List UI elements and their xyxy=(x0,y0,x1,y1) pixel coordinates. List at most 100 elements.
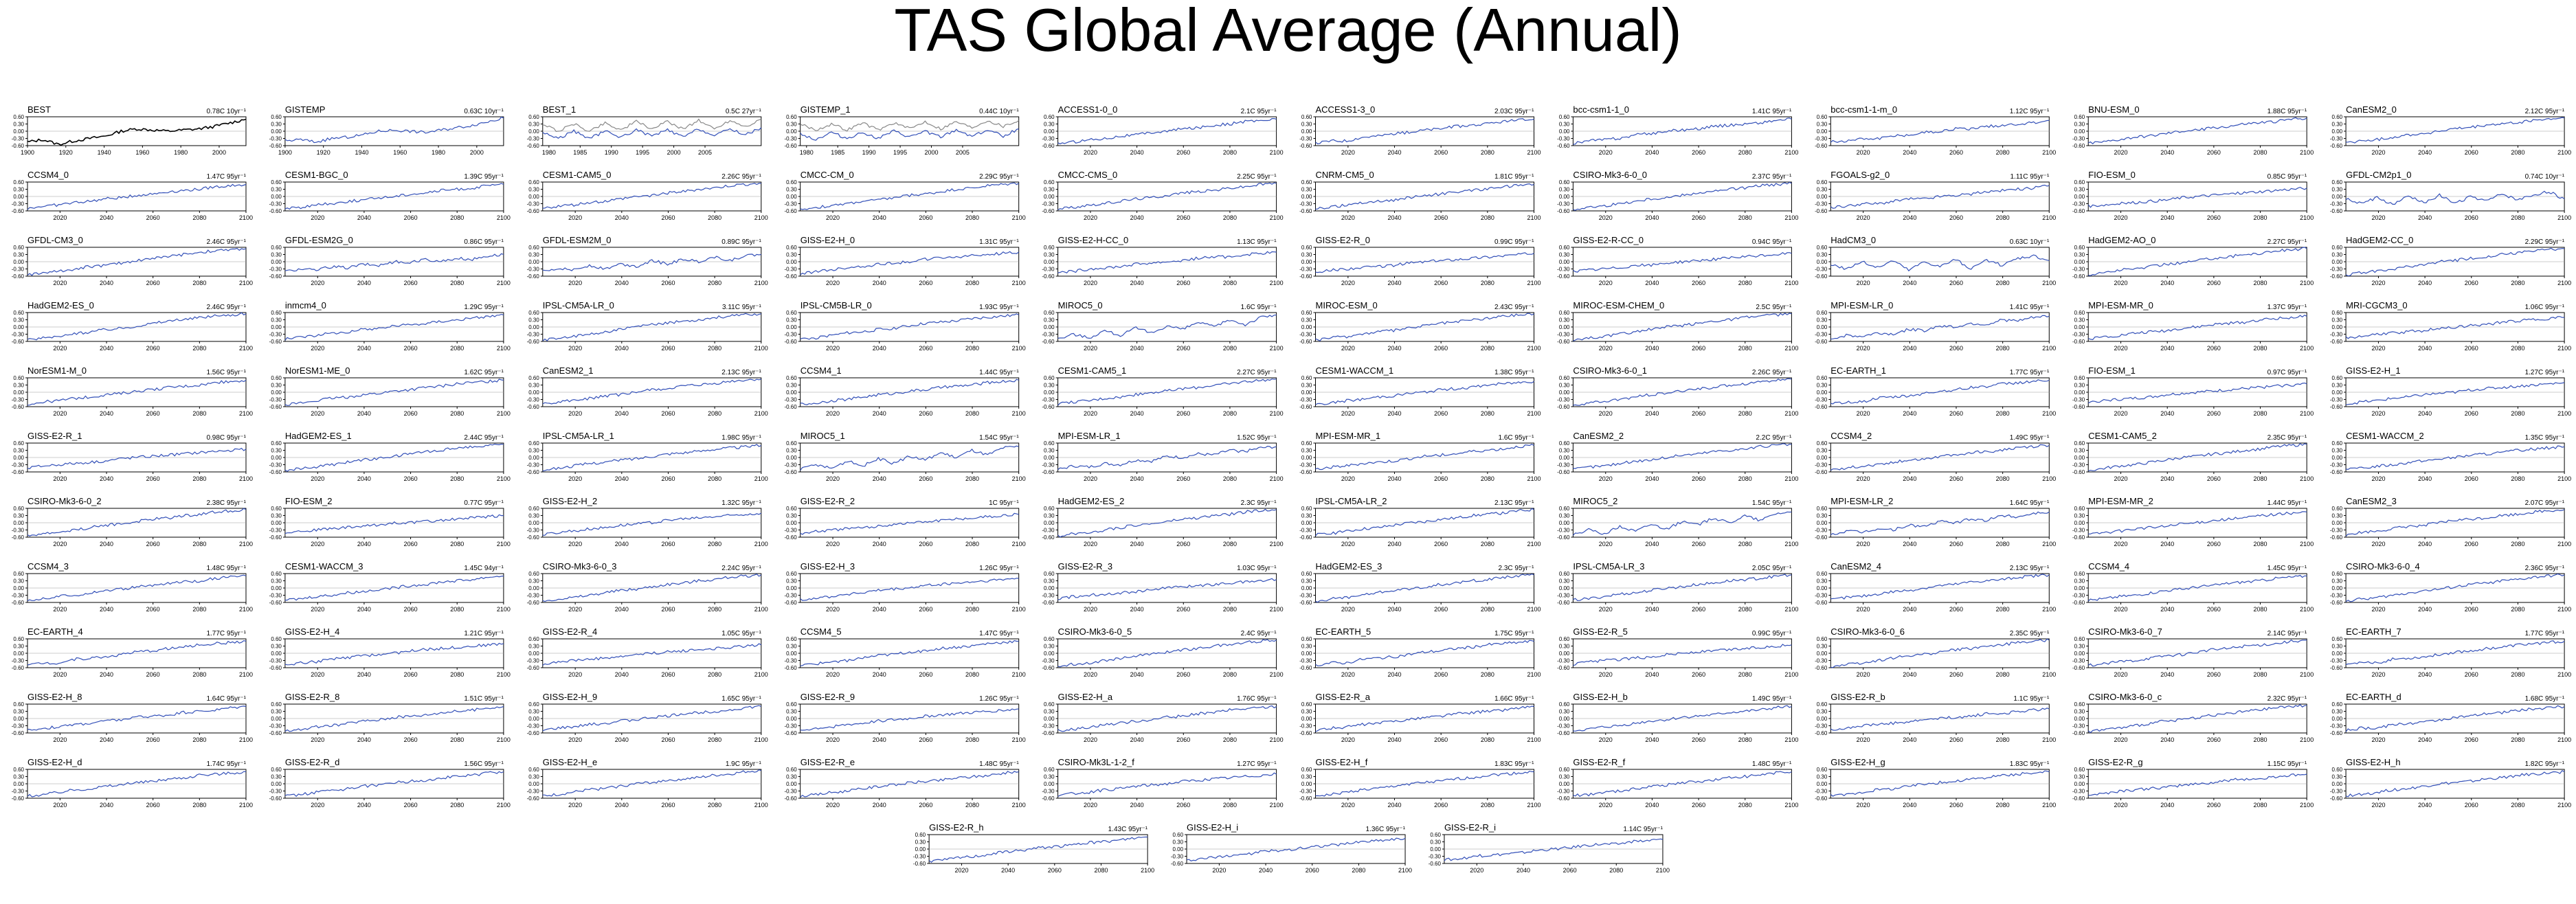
chart-panel: IPSL-CM5A-LR_3 2.05C 95yr⁻¹0.600.300.00-0… xyxy=(1557,561,1798,613)
x-tick-label: 2040 xyxy=(1903,541,1916,547)
x-tick-label: 2080 xyxy=(1481,802,1494,809)
series-line xyxy=(1315,444,1534,471)
x-tick-label: 2100 xyxy=(497,671,511,678)
chart-panel: IPSL-CM5B-LR_0 1.93C 95yr⁻¹0.600.300.00-0… xyxy=(784,300,1025,352)
x-tick-label: 2060 xyxy=(404,802,418,809)
x-tick-label: 2080 xyxy=(2254,214,2267,221)
x-tick-label: 2060 xyxy=(1692,541,1705,547)
x-tick-label: 2080 xyxy=(965,541,979,547)
y-tick-label: -0.60 xyxy=(1299,469,1312,475)
x-tick-label: 2020 xyxy=(568,345,582,352)
x-tick-label: 2020 xyxy=(1857,736,1870,743)
y-tick-label: 0.00 xyxy=(1044,128,1055,135)
trend-label: 1.41C 95yr⁻¹ xyxy=(1752,108,1792,115)
panel-title: CESM1-CAM5_1 xyxy=(1058,365,1127,376)
y-tick-label: 0.00 xyxy=(1559,781,1570,787)
y-tick-label: 0.60 xyxy=(1301,179,1312,185)
y-tick-label: 0.60 xyxy=(1301,636,1312,642)
x-tick-label: 2020 xyxy=(1599,280,1613,286)
panel-title: GISS-E2-R_3 xyxy=(1058,561,1112,572)
y-tick-label: -0.30 xyxy=(269,658,282,664)
chart-panel: GISS-E2-H_4 1.21C 95yr⁻¹0.600.300.00-0.30… xyxy=(269,626,511,678)
y-tick-label: -0.30 xyxy=(2072,658,2085,664)
series-line xyxy=(1315,573,1534,603)
x-tick-label: 2060 xyxy=(146,345,160,352)
trend-label: 1.56C 95yr⁻¹ xyxy=(206,369,246,376)
x-tick-label: 2020 xyxy=(311,671,324,678)
x-tick-label: 2020 xyxy=(1599,345,1613,352)
y-tick-label: 0.30 xyxy=(13,774,24,780)
y-tick-label: 0.00 xyxy=(2332,651,2343,657)
y-tick-label: -0.60 xyxy=(2330,404,2343,410)
y-tick-label: 0.00 xyxy=(528,455,539,461)
x-tick-label: 1920 xyxy=(317,149,331,156)
x-tick-label: 2100 xyxy=(2042,475,2056,482)
series-line xyxy=(1315,770,1534,797)
x-tick-label: 1995 xyxy=(893,149,907,156)
x-tick-label: 2080 xyxy=(1223,802,1237,809)
y-tick-label: 0.60 xyxy=(1559,179,1570,185)
y-tick-label: -0.30 xyxy=(2330,201,2343,207)
series-line xyxy=(1573,117,1792,145)
trend-label: 1.14C 95yr⁻¹ xyxy=(1623,826,1663,833)
y-tick-label: 0.00 xyxy=(1044,585,1055,591)
x-tick-label: 1960 xyxy=(393,149,407,156)
y-tick-label: 0.60 xyxy=(2074,701,2085,708)
x-tick-label: 2060 xyxy=(1176,671,1190,678)
y-tick-label: 0.60 xyxy=(1044,375,1055,381)
x-tick-label: 2060 xyxy=(919,280,932,286)
x-tick-label: 2040 xyxy=(1130,345,1144,352)
y-tick-label: -0.30 xyxy=(269,789,282,795)
x-tick-label: 2040 xyxy=(1388,606,1402,613)
y-tick-label: 0.30 xyxy=(1559,122,1570,128)
x-tick-label: 2040 xyxy=(873,280,886,286)
x-tick-label: 2100 xyxy=(2042,149,2056,156)
x-tick-label: 2060 xyxy=(404,345,418,352)
panel-title: BEST_1 xyxy=(543,104,576,115)
series-line xyxy=(1830,120,2050,143)
trend-label: 1.6C 95yr⁻¹ xyxy=(1241,304,1277,311)
x-tick-label: 2080 xyxy=(708,475,721,482)
y-tick-label: 0.00 xyxy=(1559,259,1570,265)
y-tick-label: 0.00 xyxy=(13,585,24,591)
x-tick-label: 2080 xyxy=(1738,475,1752,482)
y-tick-label: -0.30 xyxy=(784,789,797,795)
y-tick-label: 0.00 xyxy=(271,389,282,396)
series-line xyxy=(1057,251,1277,274)
y-tick-label: 0.30 xyxy=(786,317,797,324)
panel-title: GISS-E2-H_4 xyxy=(285,626,339,637)
y-tick-label: 0.60 xyxy=(1559,375,1570,381)
y-tick-label: -0.60 xyxy=(12,469,25,475)
y-tick-label: 0.00 xyxy=(1301,128,1312,135)
x-tick-label: 2100 xyxy=(2042,671,2056,678)
chart-panel: GISS-E2-H_g 1.83C 95yr⁻¹0.600.300.00-0.30… xyxy=(1815,757,2056,809)
series-line xyxy=(1572,511,1792,536)
panel-title: CanESM2_4 xyxy=(1830,561,1881,572)
panel-title: BEST xyxy=(27,104,51,115)
series-line xyxy=(1315,313,1534,341)
x-tick-label: 2020 xyxy=(2371,280,2385,286)
panel-title: CESM1-WACCM_3 xyxy=(285,561,363,572)
panel-title: IPSL-CM5A-LR_0 xyxy=(543,300,614,310)
chart-panel: GISS-E2-R_2 1C 95yr⁻¹0.600.300.00-0.30-0.… xyxy=(784,496,1025,547)
x-tick-label: 2080 xyxy=(1996,606,2010,613)
x-tick-label: 2040 xyxy=(2418,541,2432,547)
trend-label: 1.93C 95yr⁻¹ xyxy=(979,304,1019,311)
x-tick-label: 2040 xyxy=(2418,280,2432,286)
y-tick-label: 0.60 xyxy=(271,310,282,316)
x-tick-label: 2040 xyxy=(357,802,371,809)
y-tick-label: 0.00 xyxy=(2074,324,2085,330)
x-tick-label: 2020 xyxy=(1599,410,1613,417)
trend-label: 1.15C 95yr⁻¹ xyxy=(2267,760,2307,768)
y-tick-label: 0.00 xyxy=(13,651,24,657)
y-tick-label: 0.00 xyxy=(271,455,282,461)
y-tick-label: 0.60 xyxy=(1817,636,1828,642)
series-line xyxy=(800,708,1019,731)
chart-panel: CSIRO-Mk3-6-0_4 2.36C 95yr⁻¹0.600.300.00-… xyxy=(2330,561,2571,613)
y-tick-label: -0.30 xyxy=(269,332,282,338)
trend-label: 0.78C 10yr⁻¹ xyxy=(206,108,246,115)
x-tick-label: 2100 xyxy=(2042,606,2056,613)
x-tick-label: 2020 xyxy=(2114,541,2128,547)
y-tick-label: 0.60 xyxy=(786,375,797,381)
x-tick-label: 2080 xyxy=(1223,214,1237,221)
